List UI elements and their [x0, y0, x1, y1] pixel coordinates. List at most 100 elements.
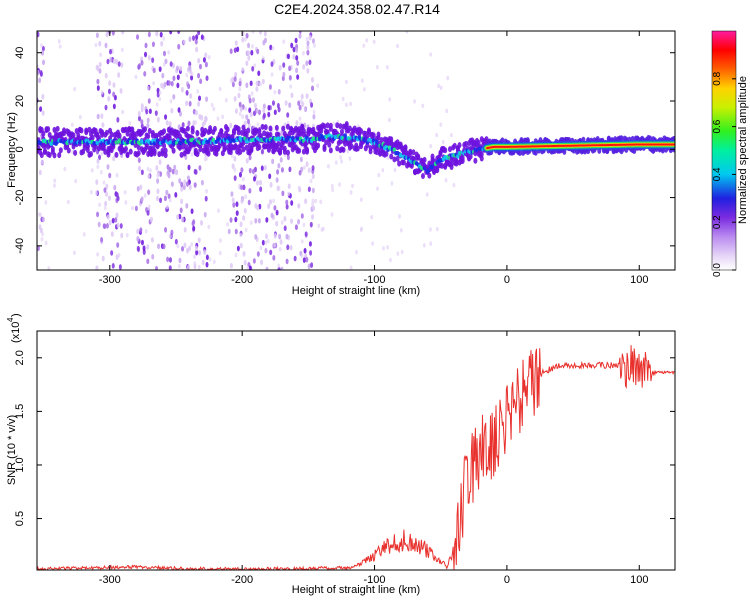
spectrogram-noise-cell — [348, 156, 352, 161]
spectrogram-noise-cell — [110, 250, 114, 256]
spectrogram-noise-cell — [186, 264, 190, 270]
spectrogram-noise-cell — [251, 97, 255, 103]
spectrogram-noise-cell — [306, 68, 310, 74]
snr-y-tick-label: 0.5 — [14, 511, 26, 526]
spectrogram-ridge-cell — [460, 157, 465, 164]
spectrogram-noise-cell — [382, 246, 385, 251]
spectrogram-noise-cell — [396, 43, 399, 49]
spectrogram-noise-cell — [170, 107, 174, 114]
spectrogram-noise-cell — [108, 172, 112, 179]
spectrogram-noise-cell — [187, 83, 191, 90]
spectrogram-noise-cell — [269, 199, 273, 205]
spectrogram-noise-cell — [219, 238, 222, 243]
spectrogram-ridge-cell — [282, 145, 287, 152]
spectrogram-ridge-cell — [343, 133, 347, 138]
spectrogram-noise-cell — [146, 244, 150, 250]
spectrogram-noise-cell — [185, 72, 189, 78]
spectrogram-noise-cell — [194, 245, 198, 252]
spectrogram-noise-cell — [446, 75, 450, 81]
spectrogram-noise-cell — [167, 50, 171, 55]
spectrogram-noise-cell — [250, 49, 254, 56]
spectrogram-noise-cell — [242, 251, 246, 257]
spectrogram-noise-cell — [57, 39, 61, 44]
spectrogram-ridge-cell — [371, 138, 376, 143]
spectrogram-noise-cell — [216, 116, 220, 121]
spectrogram-noise-cell — [388, 97, 392, 102]
spectrogram-ridge-cell — [163, 147, 168, 154]
spectrogram-noise-cell — [256, 48, 260, 55]
spectrogram-noise-cell — [120, 47, 124, 53]
spectrogram-noise-cell — [248, 265, 252, 270]
spectrogram-noise-cell — [137, 110, 141, 117]
spectrogram-ridge-cell — [375, 139, 379, 144]
spectrogram-noise-cell — [95, 179, 99, 185]
spectrogram-noise-cell — [188, 100, 192, 107]
spectrogram-noise-cell — [365, 38, 369, 43]
spectrogram-noise-cell — [230, 191, 234, 197]
spectrogram-noise-cell — [258, 81, 262, 87]
spectrogram-noise-cell — [146, 210, 150, 216]
spectrogram-noise-cell — [307, 167, 311, 173]
spectrogram-noise-cell — [272, 198, 275, 204]
spectrogram-noise-cell — [176, 82, 180, 89]
spectrogram-noise-cell — [271, 100, 275, 106]
spectrogram-noise-cell — [282, 62, 286, 68]
spectrogram-noise-cell — [238, 80, 242, 87]
spectrogram-ridge-cell — [319, 127, 324, 134]
spectrogram-ridge-cell — [222, 140, 227, 147]
spectrogram-ridge-cell — [103, 148, 108, 155]
spectrogram-noise-cell — [283, 225, 287, 232]
spectrogram-noise-cell — [173, 164, 177, 171]
spectrogram-noise-cell — [145, 108, 149, 115]
spectrogram-noise-cell — [331, 187, 335, 193]
spectrogram-noise-cell — [269, 182, 273, 188]
spectrogram-noise-cell — [96, 78, 100, 85]
spectrogram-noise-cell — [258, 179, 262, 186]
spectrogram-noise-cell — [393, 167, 397, 173]
spectrogram-noise-cell — [349, 265, 353, 270]
spectrogram-noise-cell — [111, 31, 115, 36]
spectrogram-noise-cell — [286, 154, 290, 161]
spectrogram-noise-cell — [385, 65, 389, 70]
spectrogram-ridge-cell — [239, 129, 244, 136]
spectrogram-noise-cell — [308, 34, 312, 41]
spectrogram-noise-cell — [279, 239, 283, 245]
spectrogram-noise-cell — [146, 122, 150, 129]
spectrogram-noise-cell — [162, 50, 166, 57]
spectrogram-noise-cell — [355, 250, 358, 255]
spectrogram-noise-cell — [302, 257, 306, 263]
spectrogram-noise-cell — [238, 111, 242, 117]
spectrogram-noise-cell — [58, 44, 62, 49]
spectrogram-noise-cell — [104, 200, 108, 207]
spectrogram-ridge-cell — [177, 144, 182, 151]
colorbar-tick-label: 0.8 — [712, 71, 723, 85]
spectrogram-noise-cell — [136, 236, 140, 242]
snr-panel: -300 -200 -100 0 100 0.5 1.0 1.5 2.0 Height of … — [6, 313, 676, 596]
spectrogram-noise-cell — [193, 182, 197, 188]
spectrogram-noise-cell — [285, 199, 289, 206]
snr-frame — [36, 330, 676, 571]
spectrogram-ridge-cell — [384, 150, 389, 157]
spectrogram-noise-cell — [245, 158, 249, 164]
spectrogram-ridge-cell — [301, 148, 306, 155]
spectrogram-noise-cell — [117, 252, 121, 258]
spectrogram-noise-cell — [181, 246, 185, 252]
spectrogram-ridge-cell — [190, 128, 195, 135]
spectrogram-noise-cell — [305, 93, 309, 99]
spectrogram-ridge-cell — [42, 149, 47, 156]
spectrogram-noise-cell — [96, 65, 100, 72]
spectrogram-ridge-cell — [322, 123, 327, 130]
spectrogram-noise-cell — [156, 87, 160, 94]
spectrogram-noise-cell — [245, 32, 249, 39]
spectrogram-ridge-cell — [328, 147, 333, 154]
spectrogram-noise-cell — [251, 65, 255, 72]
spectrogram-noise-cell — [96, 252, 100, 257]
spectrogram-noise-cell — [198, 63, 202, 70]
spectrogram-noise-cell — [205, 75, 209, 82]
spectrogram-noise-cell — [82, 232, 86, 237]
spectrogram-noise-cell — [257, 70, 261, 77]
spectrogram-noise-cell — [185, 100, 189, 107]
spectrogram-noise-cell — [273, 205, 277, 211]
spectrogram-noise-cell — [115, 212, 119, 219]
spectrogram-noise-cell — [100, 151, 104, 156]
